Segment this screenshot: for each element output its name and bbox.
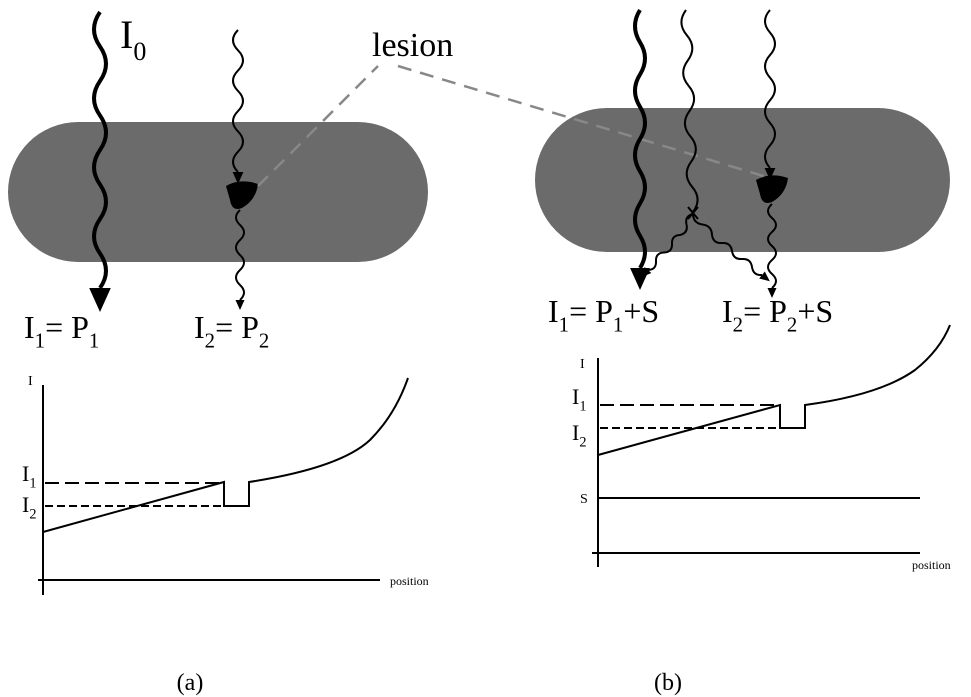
ray xyxy=(647,213,694,271)
text: +S xyxy=(623,293,659,329)
s-label: S xyxy=(580,492,588,507)
ray xyxy=(692,213,763,277)
x-label: position xyxy=(912,558,951,572)
subscript: 1 xyxy=(35,330,45,353)
scatter-point xyxy=(687,206,699,220)
subscript: 2 xyxy=(205,330,215,353)
lesion-b xyxy=(756,175,788,203)
formula: I2= P2+S xyxy=(722,293,833,337)
formula: I0 xyxy=(120,12,146,66)
subscript: 1 xyxy=(29,476,36,492)
arrowhead xyxy=(759,271,770,282)
formula: I1 xyxy=(22,461,36,492)
text: I xyxy=(194,309,205,345)
subscript: 2 xyxy=(733,314,743,337)
text: I xyxy=(22,492,29,517)
caption: (a) xyxy=(177,670,204,696)
text: I xyxy=(722,293,733,329)
arrowhead xyxy=(235,300,245,310)
subscript: 2 xyxy=(29,507,36,523)
text: = P xyxy=(45,309,89,345)
ray xyxy=(680,9,699,213)
bacterium-a xyxy=(8,122,428,262)
graph-a xyxy=(38,377,409,595)
text: I xyxy=(24,309,35,345)
x-label: position xyxy=(390,574,429,588)
text: +S xyxy=(797,293,833,329)
arrowhead xyxy=(89,288,111,312)
text: = P xyxy=(215,309,259,345)
formula: I1= P1+S xyxy=(548,293,659,337)
subscript: 0 xyxy=(133,37,146,66)
graph-b xyxy=(592,324,951,567)
lesion-label: lesion xyxy=(372,27,453,64)
text: I xyxy=(548,293,559,329)
lesion-pointer xyxy=(257,65,379,187)
y-label: I xyxy=(580,357,585,372)
y-label: I xyxy=(28,374,33,389)
subscript: 2 xyxy=(787,314,797,337)
bacterium-b xyxy=(535,108,950,252)
text: = P xyxy=(569,293,613,329)
arrowhead xyxy=(641,266,652,278)
formula: I2 xyxy=(572,420,586,451)
text: = P xyxy=(743,293,787,329)
formula: I1= P1 xyxy=(24,309,99,353)
ray xyxy=(92,10,108,290)
ray xyxy=(232,29,244,173)
subscript: 1 xyxy=(613,314,623,337)
text: I xyxy=(22,461,29,486)
lesion-a xyxy=(226,181,258,209)
text: I xyxy=(572,420,579,445)
lesion-pointer xyxy=(397,64,771,180)
ray xyxy=(764,9,776,169)
subscript: 2 xyxy=(259,330,269,353)
text: I xyxy=(572,384,579,409)
formula: I2= P2 xyxy=(194,309,269,353)
ray xyxy=(633,8,647,270)
ray xyxy=(235,209,245,301)
subscript: 1 xyxy=(559,314,569,337)
subscript: 1 xyxy=(89,330,99,353)
ray xyxy=(767,203,777,289)
arrowhead xyxy=(232,172,244,184)
subscript: 2 xyxy=(579,435,586,451)
formula: I1 xyxy=(572,384,586,415)
subscript: 1 xyxy=(579,399,586,415)
caption: (b) xyxy=(654,670,682,696)
arrowhead xyxy=(767,288,777,298)
text: I xyxy=(120,12,133,57)
arrowhead xyxy=(764,168,776,180)
formula: I2 xyxy=(22,492,36,523)
